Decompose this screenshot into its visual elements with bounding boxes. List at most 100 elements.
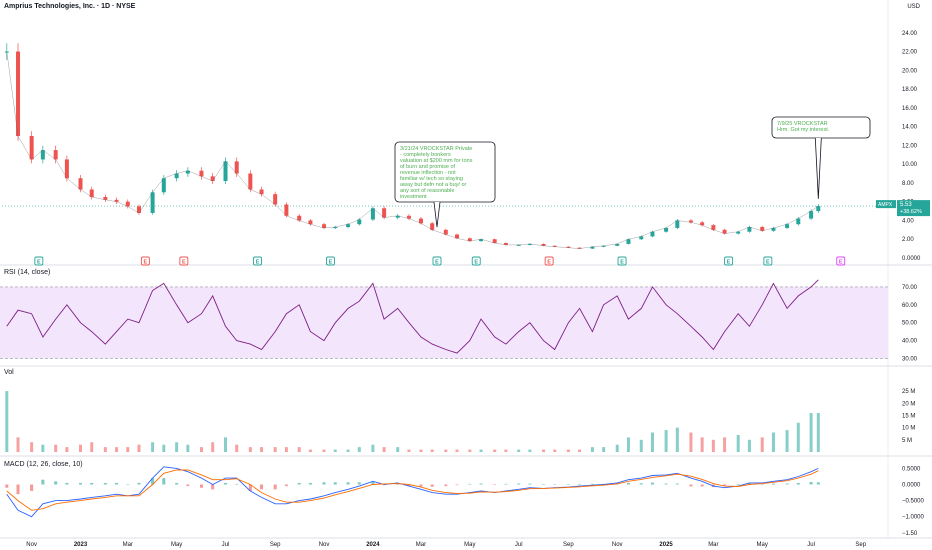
volume-bar — [273, 447, 277, 452]
time-axis-label: May — [464, 542, 475, 548]
price-candle — [688, 220, 693, 223]
macd-histogram-bar — [468, 483, 472, 485]
volume-bar — [760, 437, 764, 452]
price-candle — [722, 229, 727, 234]
volume-bar — [479, 449, 483, 452]
volume-bar — [504, 449, 508, 452]
volume-bar — [382, 447, 386, 452]
price-candle — [248, 173, 253, 190]
volume-bar — [357, 447, 361, 452]
macd-line — [6, 466, 819, 518]
volume-bar — [260, 447, 264, 452]
event-marker-box — [836, 256, 846, 266]
rsi-tick-label: 70.00 — [902, 285, 918, 291]
price-candle — [357, 219, 362, 225]
time-axis-label: Sep — [563, 542, 574, 548]
macd-histogram-bar — [455, 484, 459, 486]
volume-bar — [90, 442, 94, 452]
volume-bar — [115, 447, 119, 452]
macd-histogram-bar — [675, 483, 679, 485]
volume-bar — [308, 449, 312, 452]
event-marker: E — [763, 256, 773, 266]
macd-histogram-bar — [273, 484, 277, 490]
volume-bar — [528, 449, 532, 452]
annotation-text-line: of burn and promise of — [400, 164, 456, 170]
time-axis-label: 2025 — [659, 542, 673, 548]
volume-bar — [30, 442, 34, 452]
price-candle — [541, 243, 546, 246]
time-axis-label: Nov — [26, 542, 37, 548]
time-axis-label: Jul — [515, 542, 523, 548]
volume-bar — [430, 449, 434, 452]
price-candle — [174, 173, 179, 179]
macd-histogram-bar — [419, 484, 423, 487]
price-candle — [796, 218, 801, 225]
event-marker-box — [325, 256, 335, 266]
last-price-label: 5.53 — [900, 202, 912, 208]
event-marker-label: E — [727, 260, 731, 266]
annotation-pointer — [814, 137, 822, 199]
volume-bar — [566, 449, 570, 452]
volume-bar — [444, 449, 448, 452]
event-marker: E — [253, 256, 262, 266]
volume-bar — [419, 449, 423, 452]
macd-histogram-bar — [211, 484, 215, 490]
price-candle — [771, 227, 776, 231]
price-candle — [747, 227, 752, 232]
price-tag: AMPX 5.53+38.62% — [876, 200, 930, 217]
event-marker: E — [34, 256, 44, 266]
price-candle — [639, 236, 644, 240]
macd-histogram-bar — [151, 478, 155, 485]
price-candle — [418, 218, 423, 224]
price-tick-label: 14.00 — [902, 125, 918, 131]
price-candle — [406, 215, 411, 219]
macd-histogram-bar — [322, 482, 326, 485]
volume-bar — [126, 447, 130, 452]
macd-histogram-bar — [528, 483, 532, 485]
volume-bar — [455, 449, 459, 452]
macd-histogram-bar — [747, 482, 751, 485]
price-candle — [297, 215, 302, 221]
price-candle — [577, 247, 582, 249]
price-candle — [809, 211, 814, 219]
event-marker-label: E — [329, 260, 333, 266]
macd-histogram-bar — [90, 482, 94, 485]
annotation-text-line: valuation at $200 mm for tons — [400, 158, 473, 164]
macd-histogram-bar — [16, 484, 20, 495]
price-candle — [259, 189, 264, 195]
rsi-tick-label: 30.00 — [902, 356, 918, 362]
price-candle — [711, 225, 716, 230]
price-candle — [626, 239, 631, 244]
time-axis-label: Mar — [416, 542, 426, 548]
volume-bar — [284, 447, 288, 452]
macd-histogram-bar — [396, 483, 400, 485]
price-candle — [199, 170, 204, 177]
event-marker-box — [253, 256, 262, 266]
price-candle — [308, 220, 313, 225]
event-marker-box — [471, 256, 481, 266]
event-marker-label: E — [435, 260, 439, 266]
macd-histogram-bar — [590, 483, 594, 485]
event-marker-box — [34, 256, 44, 266]
event-marker-label: E — [474, 260, 478, 266]
macd-histogram-bar — [626, 482, 630, 485]
volume-bar — [346, 449, 350, 452]
annotation-text-line: 3/21/24 VROCKSTAR Private — [400, 146, 472, 152]
volume-tick-label: 15 M — [902, 413, 915, 419]
annotation-text-line: any sort of reasonable — [400, 188, 454, 194]
macd-histogram-bar — [175, 482, 179, 485]
volume-bar — [297, 447, 301, 452]
macd-histogram-bar — [5, 484, 9, 488]
macd-histogram-bar — [79, 482, 83, 485]
price-candle — [161, 178, 166, 193]
macd-histogram-bar — [54, 481, 58, 485]
volume-bar — [248, 447, 252, 452]
macd-histogram-bar — [41, 479, 45, 485]
price-candle — [527, 243, 532, 245]
macd-histogram-bar — [736, 484, 740, 485]
chart-title: Amprius Technologies, Inc. · 1D · NYSE — [4, 3, 136, 10]
volume-bar — [371, 444, 375, 452]
time-axis-label: Jul — [222, 542, 230, 548]
price-candle — [664, 227, 669, 232]
macd-histogram-bar — [103, 482, 107, 485]
